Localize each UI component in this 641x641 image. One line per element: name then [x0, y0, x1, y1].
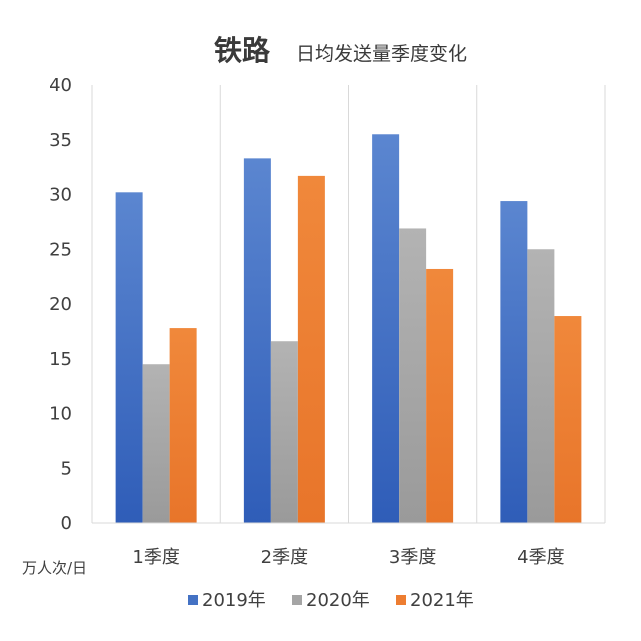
bar-2019年-2季度: [243, 158, 271, 524]
y-tick-label: 10: [49, 404, 72, 425]
y-tick-label: 25: [49, 239, 72, 260]
bar-2021年-3季度: [426, 268, 454, 523]
legend-swatch: [188, 595, 198, 605]
x-axis-categories: 1季度 2季度 3季度 4季度: [132, 547, 564, 568]
x-category-label: 2季度: [261, 547, 308, 568]
bar-2021年-4季度: [554, 316, 582, 523]
legend-swatch: [292, 595, 302, 605]
y-tick-label: 30: [49, 185, 72, 206]
bar-2020年-2季度: [270, 341, 298, 523]
bar-2021年-2季度: [297, 175, 325, 523]
bar-2020年-4季度: [527, 249, 555, 523]
gridlines: [91, 85, 606, 523]
bar-2019年-4季度: [500, 201, 528, 523]
legend-label: 2021年: [410, 590, 474, 611]
legend-label: 2020年: [306, 590, 370, 611]
bar-2021年-1季度: [169, 328, 197, 523]
y-tick-label: 15: [49, 349, 72, 370]
x-category-label: 1季度: [132, 547, 179, 568]
y-axis-unit-label: 万人次/日: [22, 559, 87, 577]
y-tick-label: 35: [49, 130, 72, 151]
bars: [115, 134, 582, 524]
bar-2020年-1季度: [142, 364, 170, 523]
chart-title: 铁路 日均发送量季度变化: [214, 34, 467, 67]
chart-title-sub: 日均发送量季度变化: [296, 43, 467, 65]
y-axis-ticks: 0 5 10 15 20 25 30 35 40: [49, 75, 72, 534]
legend-label: 2019年: [202, 590, 266, 611]
y-tick-label: 40: [49, 75, 72, 96]
bar-2020年-3季度: [399, 228, 427, 523]
x-category-label: 4季度: [517, 547, 564, 568]
y-tick-label: 0: [61, 513, 72, 534]
legend: 2019年 2020年 2021年: [188, 590, 474, 611]
legend-swatch: [396, 595, 406, 605]
bar-2019年-3季度: [372, 134, 400, 523]
x-category-label: 3季度: [389, 547, 436, 568]
y-tick-label: 20: [49, 294, 72, 315]
bar-2019年-1季度: [115, 192, 143, 523]
y-tick-label: 5: [61, 458, 72, 479]
chart-title-main: 铁路: [214, 34, 271, 67]
